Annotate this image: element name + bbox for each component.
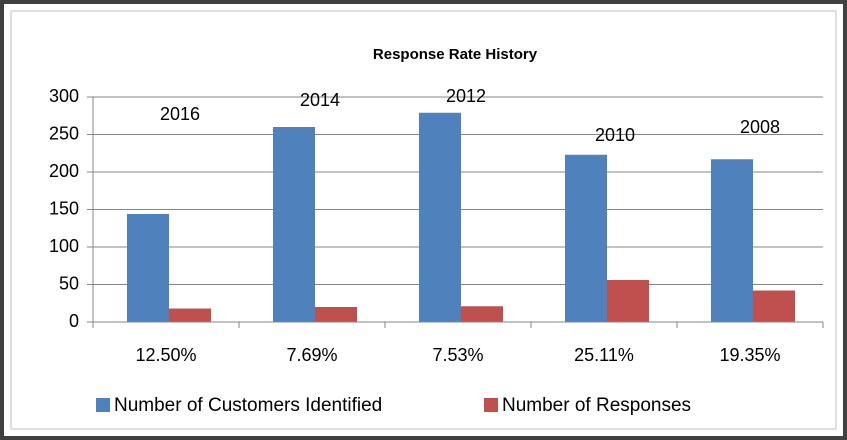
annotation: 2014 (300, 90, 340, 110)
legend-label: Number of Customers Identified (114, 395, 382, 416)
y-tick-label: 250 (49, 123, 79, 143)
x-tick-label: 25.11% (574, 345, 634, 365)
y-tick-label: 200 (49, 161, 79, 181)
y-tick-label: 50 (59, 273, 79, 293)
x-tick-label: 19.35% (719, 345, 780, 365)
bar (273, 127, 315, 322)
y-tick-label: 150 (49, 198, 79, 218)
annotation: 2010 (595, 125, 635, 145)
chart-title: Response Rate History (373, 46, 538, 63)
bar (169, 308, 211, 322)
y-tick-label: 0 (69, 311, 79, 331)
annotation: 2016 (160, 104, 200, 124)
bar (565, 154, 607, 322)
legend-label: Number of Responses (502, 395, 691, 416)
x-tick-label: 12.50% (135, 345, 196, 365)
annotation: 2008 (740, 117, 780, 137)
bar (419, 112, 461, 322)
x-tick-label: 7.53% (432, 345, 483, 365)
legend-swatch (484, 398, 498, 412)
bar (711, 159, 753, 322)
annotation: 2012 (446, 86, 486, 106)
bar (461, 306, 503, 322)
y-tick-label: 300 (49, 86, 79, 106)
legend-swatch (96, 398, 110, 412)
bar (753, 290, 795, 322)
y-tick-label: 100 (49, 236, 79, 256)
bar (315, 307, 357, 322)
bar (607, 280, 649, 322)
bar (127, 214, 169, 322)
x-tick-label: 7.69% (286, 345, 337, 365)
